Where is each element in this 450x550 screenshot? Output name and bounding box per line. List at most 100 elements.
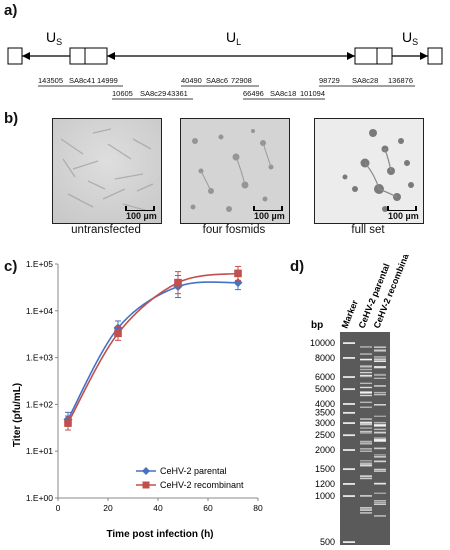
recombinant-lane-band [374,439,386,441]
parental-lane-band [360,365,372,367]
recombinant-lane-band [374,503,386,506]
parental-lane-band [360,371,372,374]
fosmid-start: 98729 [319,76,340,85]
x-tick-label: 80 [253,503,263,513]
region-label-us-left: US [46,29,62,47]
data-point-recombinant [64,419,72,427]
parental-lane-band [360,366,372,368]
marker-band [343,403,355,405]
gel-image: bp Marker CeHV-2 parental CeHV-2 recombi… [310,255,414,547]
marker-band [343,434,355,437]
recombinant-lane-band [374,432,386,434]
gel-size-label: 1500 [315,464,335,474]
parental-lane-band [360,448,372,450]
micrograph-untransfected: 100 µm [52,118,162,224]
parental-lane-band [360,391,372,394]
parental-lane-band [360,353,372,355]
parental-lane-band [360,462,372,464]
recombinant-lane-band [374,385,386,387]
micrograph-untransfected-image [53,119,161,223]
scale-bar-label: 100 µm [388,211,419,221]
parental-lane-band [360,386,372,389]
recombinant-lane-band [374,456,386,458]
parental-lane-band [360,418,372,420]
fosmid-name: SA8c6 [206,76,228,85]
right-repeat-box-2 [376,47,393,65]
parental-lane-band [360,442,372,444]
marker-band [343,495,355,497]
ul-left-arrowhead [107,52,115,60]
parental-lane-band [360,401,372,404]
fosmid-start: 143505 [38,76,63,85]
region-label-ul: UL [226,29,241,47]
marker-band [343,483,355,485]
recombinant-lane-band [374,393,386,396]
recombinant-lane-band [374,415,386,417]
growth-curve-chart: 1.E+00 1.E+01 1.E+02 1.E+03 1.E+04 1.E+05 0 20 4… [12,259,263,540]
parental-lane-band [360,368,372,371]
panel-d-label: d) [290,258,305,275]
y-tick-label: 1.E+05 [26,259,53,269]
marker-band [343,449,355,451]
recombinant-lane-band [374,482,386,485]
scale-bar-label: 100 µm [126,211,157,221]
gel-size-label: 500 [320,537,335,547]
recombinant-lane-band [374,454,386,456]
gel-size-label: 1000 [315,491,335,501]
recombinant-lane-band [374,391,386,394]
recombinant-lane-band [374,349,386,351]
parental-lane-band [360,443,372,445]
marker-band [343,388,355,391]
gel-size-label: 3500 [315,408,335,418]
gel-size-label: 2000 [315,445,335,455]
fosmid-name: SA8c18 [270,89,296,98]
fosmid-end: 14999 [97,76,118,85]
recombinant-lane-band [374,425,386,427]
gel-size-label: 4000 [315,399,335,409]
fosmid-name: SA8c28 [352,76,378,85]
y-tick-label: 1.E+02 [26,399,53,409]
fosmid-end: 43361 [167,89,188,98]
x-tick-label: 20 [103,503,113,513]
parental-lane-band [360,477,372,480]
gel-size-label: 5000 [315,384,335,394]
data-point-recombinant [114,329,122,338]
gel-size-label: 3000 [315,418,335,428]
ul-right-arrowhead [347,52,355,60]
chart-legend: CeHV-2 parental CeHV-2 recombinant [136,466,244,490]
recombinant-lane-band [374,437,386,439]
left-terminal-box [7,47,23,65]
gel-unit-label: bp [311,320,323,331]
fosmid-start: 40490 [181,76,202,85]
marker-band [343,422,355,424]
recombinant-lane-band [374,440,386,442]
parental-lane-band [360,421,372,424]
recombinant-lane-band [374,373,386,376]
parental-lane-band [360,495,372,497]
genome-map: US UL US 143505 SA8c41 14999 40490 SA8c6… [7,29,443,100]
panel-a-label: a) [4,2,18,19]
marker-band [343,376,355,378]
legend-marker-recombinant [142,481,150,489]
micrograph-full-set-image [315,119,423,223]
parental-lane-band [360,432,372,434]
recombinant-lane-band [374,358,386,360]
parental-lane-band [360,440,372,443]
parental-lane-band [360,465,372,467]
gel-size-label: 6000 [315,372,335,382]
recombinant-lane-band [374,350,386,352]
recombinant-lane-band [374,500,386,502]
panel-c-label: c) [4,258,18,275]
scale-bar-label: 100 µm [254,211,285,221]
recombinant-lane-band [374,366,386,368]
us-right-arrowhead [420,52,428,60]
parental-lane-band [360,406,372,408]
parental-lane-band [360,423,372,426]
micrograph-four-fosmids-image [181,119,289,223]
fosmid-end: 72908 [231,76,252,85]
marker-band [343,357,355,359]
recombinant-lane-band [374,422,386,424]
y-tick-label: 1.E+01 [26,446,53,456]
parental-lane-band [360,427,372,429]
parental-lane-band [360,430,372,433]
